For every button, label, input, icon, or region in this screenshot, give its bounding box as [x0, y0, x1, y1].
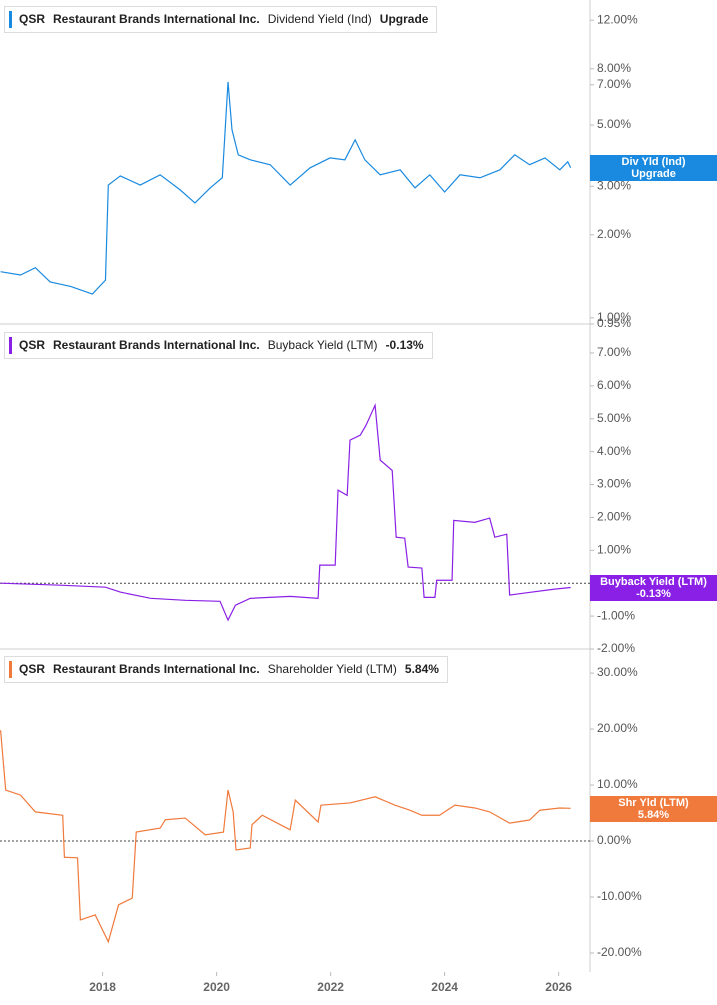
x-tick-label: 2020	[203, 980, 230, 994]
legend-swatch	[9, 337, 12, 354]
y-tick-label: 2.00%	[597, 227, 631, 241]
y-tick-label: 8.00%	[597, 61, 631, 75]
y-tick-label: 5.00%	[597, 411, 631, 425]
legend: QSR Restaurant Brands International Inc. B…	[4, 332, 433, 359]
metric: Shareholder Yield (LTM)	[267, 662, 397, 676]
x-tick-label: 2022	[317, 980, 344, 994]
series-line	[0, 402, 571, 622]
badge-label: Shr Yld (LTM)	[618, 796, 689, 809]
series-line	[0, 81, 572, 295]
y-tick-label: -1.00%	[597, 608, 635, 622]
ticker: QSR	[19, 12, 46, 26]
y-tick-label: 6.00%	[597, 378, 631, 392]
legend: QSR Restaurant Brands International Inc. S…	[4, 656, 448, 683]
metric-value: Upgrade	[379, 12, 429, 26]
y-tick-label: 3.00%	[597, 178, 631, 192]
y-tick-label: -20.00%	[597, 945, 642, 959]
y-tick-label: 30.00%	[597, 665, 638, 679]
y-tick-label: 4.00%	[597, 444, 631, 458]
company: Restaurant Brands International Inc.	[53, 12, 260, 26]
badge-label: Buyback Yield (LTM)	[600, 575, 707, 588]
badge-value: -0.13%	[636, 587, 671, 600]
ticker: QSR	[19, 662, 46, 676]
badge-value: 5.84%	[637, 808, 670, 821]
y-tick-label: -10.00%	[597, 889, 642, 903]
y-tick-label: 1.00%	[597, 310, 631, 324]
value-badge: Buyback Yield (LTM) -0.13%	[590, 574, 717, 601]
y-tick-label: 10.00%	[597, 777, 638, 791]
metric-value: -0.13%	[385, 338, 424, 352]
x-tick-label: 2024	[431, 980, 458, 994]
company: Restaurant Brands International Inc.	[53, 662, 260, 676]
y-tick-label: 7.00%	[597, 77, 631, 91]
company: Restaurant Brands International Inc.	[53, 338, 260, 352]
y-tick-label: 20.00%	[597, 721, 638, 735]
y-tick-label: 1.00%	[597, 542, 631, 556]
legend: QSR Restaurant Brands International Inc. D…	[4, 6, 438, 33]
metric: Buyback Yield (LTM)	[267, 338, 378, 352]
metric-value: 5.84%	[404, 662, 439, 676]
y-tick-label: 3.00%	[597, 477, 631, 491]
x-tick-label: 2018	[89, 980, 116, 994]
y-tick-label: 7.00%	[597, 345, 631, 359]
legend-swatch	[9, 661, 12, 678]
legend-swatch	[9, 11, 12, 28]
badge-value: Upgrade	[631, 168, 676, 181]
y-tick-label: 0.00%	[597, 833, 631, 847]
series-line	[0, 730, 571, 944]
badge-label: Div Yld (Ind)	[621, 156, 686, 169]
metric: Dividend Yield (Ind)	[267, 12, 372, 26]
value-badge: Shr Yld (LTM) 5.84%	[590, 795, 717, 822]
y-tick-label: 12.00%	[597, 12, 638, 26]
y-tick-label: 2.00%	[597, 510, 631, 524]
value-badge: Div Yld (Ind) Upgrade	[590, 155, 717, 182]
x-tick-label: 2026	[545, 980, 572, 994]
y-tick-label: -2.00%	[597, 641, 635, 655]
y-tick-label: 0.95%	[597, 316, 631, 330]
y-tick-label: 5.00%	[597, 117, 631, 131]
ticker: QSR	[19, 338, 46, 352]
